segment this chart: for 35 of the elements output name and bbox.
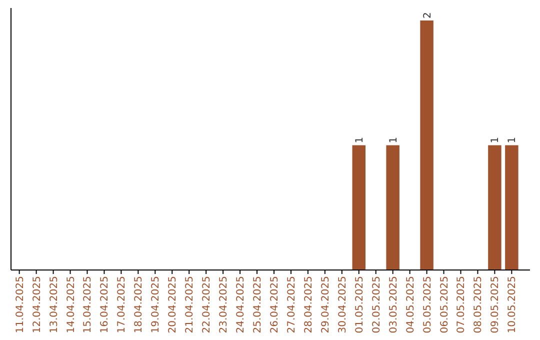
x-tick-label: 17.04.2025 [116, 276, 128, 334]
data-label: 1 [507, 136, 518, 144]
x-tick-label: 01.05.2025 [354, 276, 366, 334]
x-tick-label: 29.04.2025 [320, 276, 332, 334]
x-tick-label: 13.04.2025 [48, 276, 60, 334]
x-tick-label: 30.04.2025 [337, 276, 348, 334]
x-tick-label: 11.04.2025 [14, 276, 26, 334]
x-tick-label: 26.04.2025 [269, 276, 280, 334]
x-tick-label: 20.04.2025 [168, 276, 179, 334]
x-tick-label: 22.04.2025 [202, 276, 213, 334]
x-tick-label: 02.05.2025 [371, 276, 382, 334]
x-tick-label: 09.05.2025 [490, 276, 502, 334]
x-tick-label: 10.05.2025 [507, 276, 518, 334]
x-tick-label: 12.04.2025 [32, 276, 43, 334]
x-tick-label: 16.04.2025 [100, 276, 111, 334]
x-tick-label: 05.05.2025 [422, 276, 434, 334]
data-label: 1 [354, 136, 366, 144]
x-tick-label: 08.05.2025 [473, 276, 484, 334]
data-label: 2 [422, 12, 434, 18]
x-tick-label: 07.05.2025 [456, 276, 468, 334]
x-tick-label: 15.04.2025 [82, 276, 94, 334]
x-tick-label: 25.04.2025 [252, 276, 264, 334]
x-tick-label: 27.04.2025 [286, 276, 298, 334]
x-tick-label: 24.04.2025 [236, 276, 247, 334]
data-label: 1 [490, 136, 502, 144]
data-label: 1 [388, 136, 400, 144]
x-tick-label: 19.04.2025 [150, 276, 162, 334]
x-tick-label: 18.04.2025 [134, 276, 145, 334]
x-tick-label: 23.04.2025 [218, 276, 230, 334]
x-tick-label: 28.04.2025 [303, 276, 314, 334]
x-tick-label: 21.04.2025 [184, 276, 196, 334]
x-tick-label: 04.05.2025 [405, 276, 416, 334]
x-tick-label: 14.04.2025 [66, 276, 77, 334]
x-tick-label: 03.05.2025 [388, 276, 400, 334]
x-tick-label: 06.05.2025 [439, 276, 450, 334]
